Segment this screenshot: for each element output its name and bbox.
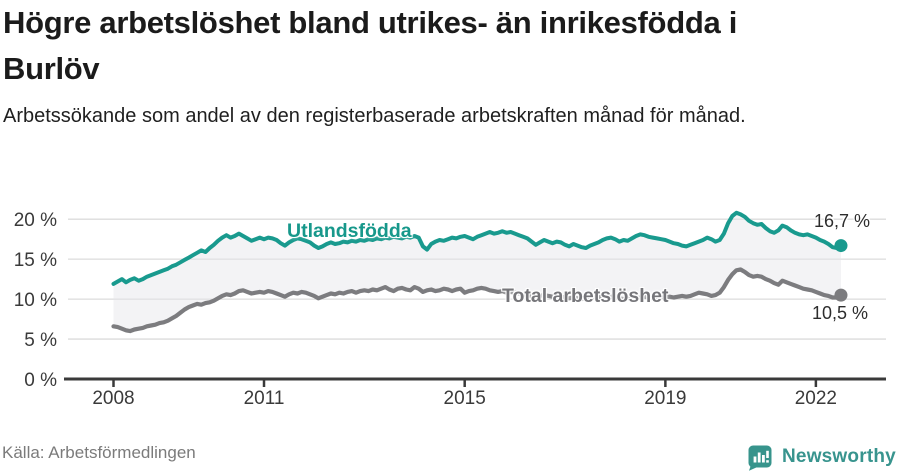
end-dot-total xyxy=(834,288,848,302)
chart-subtitle: Arbetssökande som andel av den registerb… xyxy=(3,105,746,127)
newsworthy-bubble-chart-icon xyxy=(748,445,772,471)
x-axis-tick-label: 2019 xyxy=(644,388,686,409)
series-label-total-arbetsloshet: Total arbetslöshet xyxy=(502,285,669,307)
newsworthy-wordmark: Newsworthy xyxy=(782,446,896,467)
y-axis-tick-label: 0 % xyxy=(24,370,57,391)
series-line-total-arbetsloshet xyxy=(111,267,844,334)
gap-band xyxy=(113,212,841,332)
source-label: Källa: Arbetsförmedlingen xyxy=(2,443,196,462)
y-axis-tick-label: 5 % xyxy=(24,330,57,351)
x-axis-tick-label: 2008 xyxy=(92,388,134,409)
chart-title: Högre arbetslöshet bland utrikes- än inr… xyxy=(3,5,738,86)
end-value-label-total: 10,5 % xyxy=(812,303,869,323)
x-axis-tick-label: 2011 xyxy=(244,388,285,409)
y-axis-tick-label: 15 % xyxy=(14,250,57,271)
x-axis-tick-label: 2022 xyxy=(795,388,837,409)
y-axis-tick-label: 10 % xyxy=(14,290,57,311)
end-dot-utlandsfodda xyxy=(834,239,848,253)
newsworthy-logo: Newsworthy xyxy=(746,443,896,471)
y-axis-tick-label: 20 % xyxy=(14,210,57,231)
end-value-label-utlandsfodda: 16,7 % xyxy=(814,211,871,231)
series-label-utlandsfodda: Utlandsfödda xyxy=(287,220,412,242)
series-line-utlandsfodda xyxy=(111,210,843,286)
x-axis-tick-label: 2015 xyxy=(444,388,486,409)
